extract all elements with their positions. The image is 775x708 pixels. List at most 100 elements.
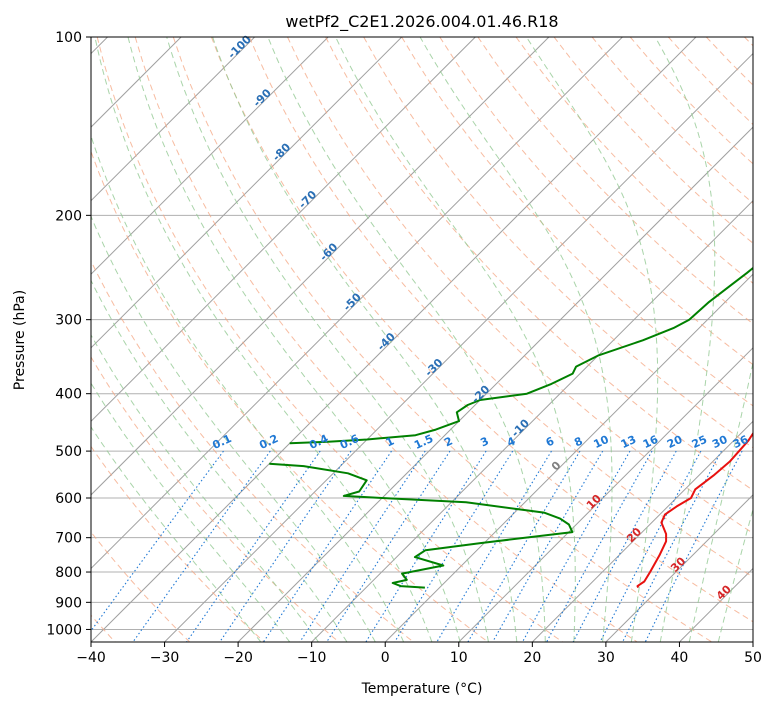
moist-adiabat-line [94,37,433,642]
isotherm-line [531,420,753,642]
moist-adiabat-line [91,426,262,642]
dry-adiabat-line [287,37,753,534]
mixing-ratio-line [492,450,604,642]
mixing-ratio-label: 16 [641,433,661,451]
moist-adiabat-line [91,214,376,642]
mixing-ratio-line [622,450,722,642]
isotherm-line [91,37,697,642]
isotherm-line [679,567,753,642]
x-tick-label: 0 [381,650,390,666]
isotherm-label: -60 [317,240,340,263]
moist-adiabat-line [166,37,489,642]
plot-frame [90,36,754,643]
x-tick-label: −10 [297,650,327,666]
dry-adiabat-line [91,356,340,642]
x-tick-label: 10 [450,650,468,666]
isotherm-line [91,37,329,275]
isotherm-line [91,37,550,496]
mixing-ratio-label: 30 [710,433,730,451]
dry-adiabat-line [248,37,753,578]
dry-adiabat-line [91,445,265,642]
mixing-ratio-line [599,450,702,642]
moist-adiabat-line [127,37,461,642]
moist-adiabat-line [267,37,546,642]
mixing-ratio-line [326,450,451,642]
mixing-ratio-line [263,450,392,642]
mixing-ratio-line [186,450,321,642]
dry-adiabat-line [325,37,753,491]
dry-adiabat-line [210,37,753,623]
isotherm-line [164,52,753,642]
moist-adiabat-line [212,37,518,642]
y-axis-label: Pressure (hPa) [12,290,28,390]
y-axis-ticks: 100 200 300 400 500 600 700 800 900 1000 [46,30,91,638]
mixing-ratio-label: 6 [544,434,557,449]
moist-adiabat-line [717,507,753,642]
dewpoint-line [289,266,753,445]
chart-title: wetPf2_C2E1.2026.004.01.46.R18 [285,12,558,32]
moist-adiabat-line [525,37,659,642]
x-axis-label: Temperature (°C) [361,681,483,697]
moist-adiabat-line [91,333,319,642]
isotherm-label: -80 [270,140,293,163]
mixing-ratio-label: 20 [665,433,685,451]
moist-adiabat-line [335,37,576,642]
dry-adiabat-line [96,37,563,642]
isotherm-label: -50 [341,290,364,313]
y-tick-label: 200 [55,208,82,224]
sounding-lines [269,266,753,589]
y-tick-label: 1000 [46,622,82,638]
x-tick-label: 30 [597,650,615,666]
mixing-ratio-label: 2 [442,434,454,449]
mixing-ratio-line [394,450,514,642]
mixing-ratio-label: 8 [572,434,584,449]
dry-adiabat-line [705,37,753,86]
dry-adiabat-line [91,531,191,642]
isotherm-line [237,126,753,642]
mixing-ratio-line [644,450,743,642]
moist-adiabat-line [91,382,291,642]
dry-adiabat-line [477,37,753,325]
mixing-ratio-line [546,450,653,642]
mixing-ratio-line [522,450,631,642]
moist-adiabat-line [654,37,716,642]
dewpoint-line [269,462,574,589]
mixing-ratio-line [299,450,426,642]
dry-adiabat-line [744,37,753,47]
isotherm-line [91,37,623,570]
isotherm-label: 10 [584,492,604,512]
mixing-ratio-label: 0.1 [210,432,233,452]
mixing-ratio-line [219,450,352,642]
isotherm-label: 20 [624,525,644,545]
mixing-ratio-label: 0.4 [307,432,330,452]
isotherm-label: 40 [714,582,734,602]
isotherm-line [752,641,753,642]
y-tick-label: 600 [55,491,82,507]
isopleth-labels: 0.1 0.2 0.4 0.6 1 1.5 2 3 4 6 8 10 13 16 20 25 30 36-100-… [210,33,750,603]
isotherm-line [91,37,403,349]
isotherm-label: -90 [251,86,274,109]
temperature-line [636,431,753,589]
x-tick-label: −40 [76,650,106,666]
isotherm-label: -30 [422,356,445,379]
mixing-ratio-label: 36 [731,433,751,451]
dry-adiabat-line [667,37,753,126]
dry-adiabat-line [439,37,753,366]
dry-adiabat-line [91,150,489,642]
isotherm-line [605,494,753,642]
isotherm-line [91,37,476,423]
mixing-ratio-label: 13 [619,433,638,451]
isotherm-label: -70 [296,188,319,211]
background-lines [91,37,753,642]
y-tick-label: 400 [55,387,82,403]
dry-adiabat-line [91,259,414,642]
mixing-ratio-label: 10 [591,433,611,451]
mixing-ratio-label: 3 [478,434,490,449]
dry-adiabat-line [591,37,753,204]
moist-adiabat-line [688,360,753,642]
y-tick-label: 800 [55,565,82,581]
x-tick-label: 50 [744,650,762,666]
y-tick-label: 300 [55,313,82,329]
mixing-ratio-line [91,450,224,632]
